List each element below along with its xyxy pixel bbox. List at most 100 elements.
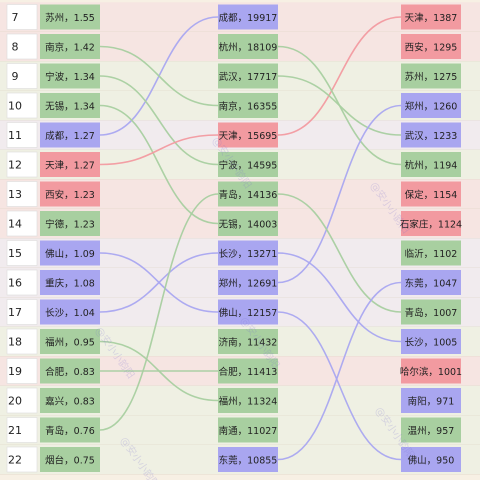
link-middle-right bbox=[277, 193, 402, 313]
city-label: 宁波，1.34 bbox=[45, 71, 95, 83]
city-box bbox=[401, 152, 461, 177]
city-cell: 天津，15695 bbox=[218, 122, 278, 148]
rank-cell: 21 bbox=[6, 417, 38, 443]
city-box bbox=[401, 211, 461, 236]
city-box bbox=[401, 329, 461, 354]
city-cell: 福州，11324 bbox=[218, 388, 278, 413]
rank-box bbox=[6, 299, 38, 325]
city-label: 嘉兴，0.83 bbox=[45, 395, 95, 407]
city-box bbox=[401, 417, 461, 443]
city-box bbox=[40, 152, 100, 177]
city-box bbox=[40, 270, 100, 295]
rank-box bbox=[6, 33, 38, 60]
city-label: 杭州，1194 bbox=[405, 159, 458, 171]
city-box bbox=[40, 211, 100, 236]
city-box bbox=[218, 329, 278, 354]
city-box bbox=[40, 240, 100, 266]
city-label: 武汉，17717 bbox=[219, 71, 278, 83]
city-label: 长沙，1005 bbox=[405, 336, 458, 348]
link-left-middle bbox=[99, 45, 219, 107]
rank-cell: 12 bbox=[6, 151, 38, 178]
city-box bbox=[40, 417, 100, 443]
city-cell: 无锡，1.34 bbox=[40, 93, 100, 118]
city-cell: 西安，1.23 bbox=[40, 181, 100, 207]
city-cell: 南通，11027 bbox=[218, 417, 278, 443]
city-cell: 青岛，14136 bbox=[218, 181, 278, 207]
city-box bbox=[401, 93, 461, 118]
city-box bbox=[401, 34, 461, 59]
city-label: 天津，1387 bbox=[405, 13, 458, 24]
city-cell: 西安，1295 bbox=[401, 34, 461, 59]
city-label: 青岛，0.76 bbox=[45, 425, 95, 437]
city-box bbox=[40, 93, 100, 118]
rank-box bbox=[6, 4, 38, 30]
rank-label: 13 bbox=[8, 188, 22, 201]
city-label: 武汉，1233 bbox=[405, 130, 458, 142]
city-label: 天津，1.27 bbox=[45, 160, 95, 171]
city-box bbox=[218, 63, 278, 89]
city-box bbox=[401, 358, 461, 384]
city-cell: 临沂，1102 bbox=[401, 240, 461, 266]
city-box bbox=[40, 388, 100, 413]
city-box bbox=[218, 34, 278, 59]
city-label: 东莞，1047 bbox=[405, 277, 458, 289]
rank-cell: 19 bbox=[6, 358, 38, 384]
rank-cell: 9 bbox=[6, 63, 38, 89]
city-box bbox=[40, 329, 100, 354]
city-cell: 武汉，1233 bbox=[401, 122, 461, 148]
link-middle-right bbox=[277, 311, 402, 461]
rank-box bbox=[6, 358, 38, 384]
city-box bbox=[218, 122, 278, 148]
city-box bbox=[40, 4, 100, 30]
city-label: 济南，11432 bbox=[219, 336, 278, 348]
city-box bbox=[218, 181, 278, 207]
rank-box bbox=[6, 269, 38, 296]
rank-cell: 11 bbox=[6, 122, 38, 148]
city-box bbox=[40, 181, 100, 207]
city-label: 东莞，10855 bbox=[219, 454, 278, 466]
rank-label: 17 bbox=[8, 306, 22, 319]
rank-box bbox=[6, 240, 38, 266]
city-cell: 杭州，18109 bbox=[218, 34, 278, 59]
link-middle-right bbox=[277, 281, 402, 461]
city-box bbox=[218, 447, 278, 472]
city-label: 无锡，1.34 bbox=[45, 100, 95, 112]
city-box bbox=[40, 122, 100, 148]
city-label: 郑州，1260 bbox=[405, 100, 458, 112]
city-cell: 佛山，12157 bbox=[218, 299, 278, 325]
city-box bbox=[401, 388, 461, 413]
city-box bbox=[218, 93, 278, 118]
rank-cell: 13 bbox=[6, 181, 38, 207]
city-cell: 保定，1154 bbox=[401, 181, 461, 207]
city-label: 福州，0.95 bbox=[45, 336, 95, 348]
city-label: 青岛，14136 bbox=[219, 189, 278, 201]
rank-cell: 8 bbox=[6, 33, 38, 60]
city-label: 天津，15695 bbox=[219, 131, 278, 142]
city-box bbox=[218, 388, 278, 413]
city-box bbox=[401, 4, 461, 30]
rank-label: 21 bbox=[8, 424, 22, 437]
city-box bbox=[40, 63, 100, 89]
city-cell: 佛山，1.09 bbox=[40, 240, 100, 266]
rank-label: 12 bbox=[8, 159, 22, 172]
city-label: 保定，1154 bbox=[405, 189, 458, 201]
city-box bbox=[40, 358, 100, 384]
city-box bbox=[40, 447, 100, 472]
rank-cell: 17 bbox=[6, 299, 38, 325]
city-box bbox=[218, 417, 278, 443]
city-cell: 哈尔滨，1001 bbox=[400, 358, 462, 384]
city-cell: 宁德，1.23 bbox=[40, 211, 100, 236]
city-label: 无锡，14003 bbox=[219, 218, 278, 230]
city-cell: 嘉兴，0.83 bbox=[40, 388, 100, 413]
city-cell: 东莞，1047 bbox=[401, 270, 461, 295]
city-cell: 成都，19917 bbox=[218, 4, 278, 30]
rank-label: 14 bbox=[8, 218, 22, 231]
city-cell: 合肥，11413 bbox=[218, 358, 278, 384]
city-box bbox=[218, 299, 278, 325]
rank-label: 20 bbox=[8, 395, 22, 408]
rank-box bbox=[6, 151, 38, 178]
rank-label: 16 bbox=[8, 277, 22, 290]
city-box bbox=[40, 34, 100, 59]
city-label: 南通，11027 bbox=[219, 425, 278, 437]
